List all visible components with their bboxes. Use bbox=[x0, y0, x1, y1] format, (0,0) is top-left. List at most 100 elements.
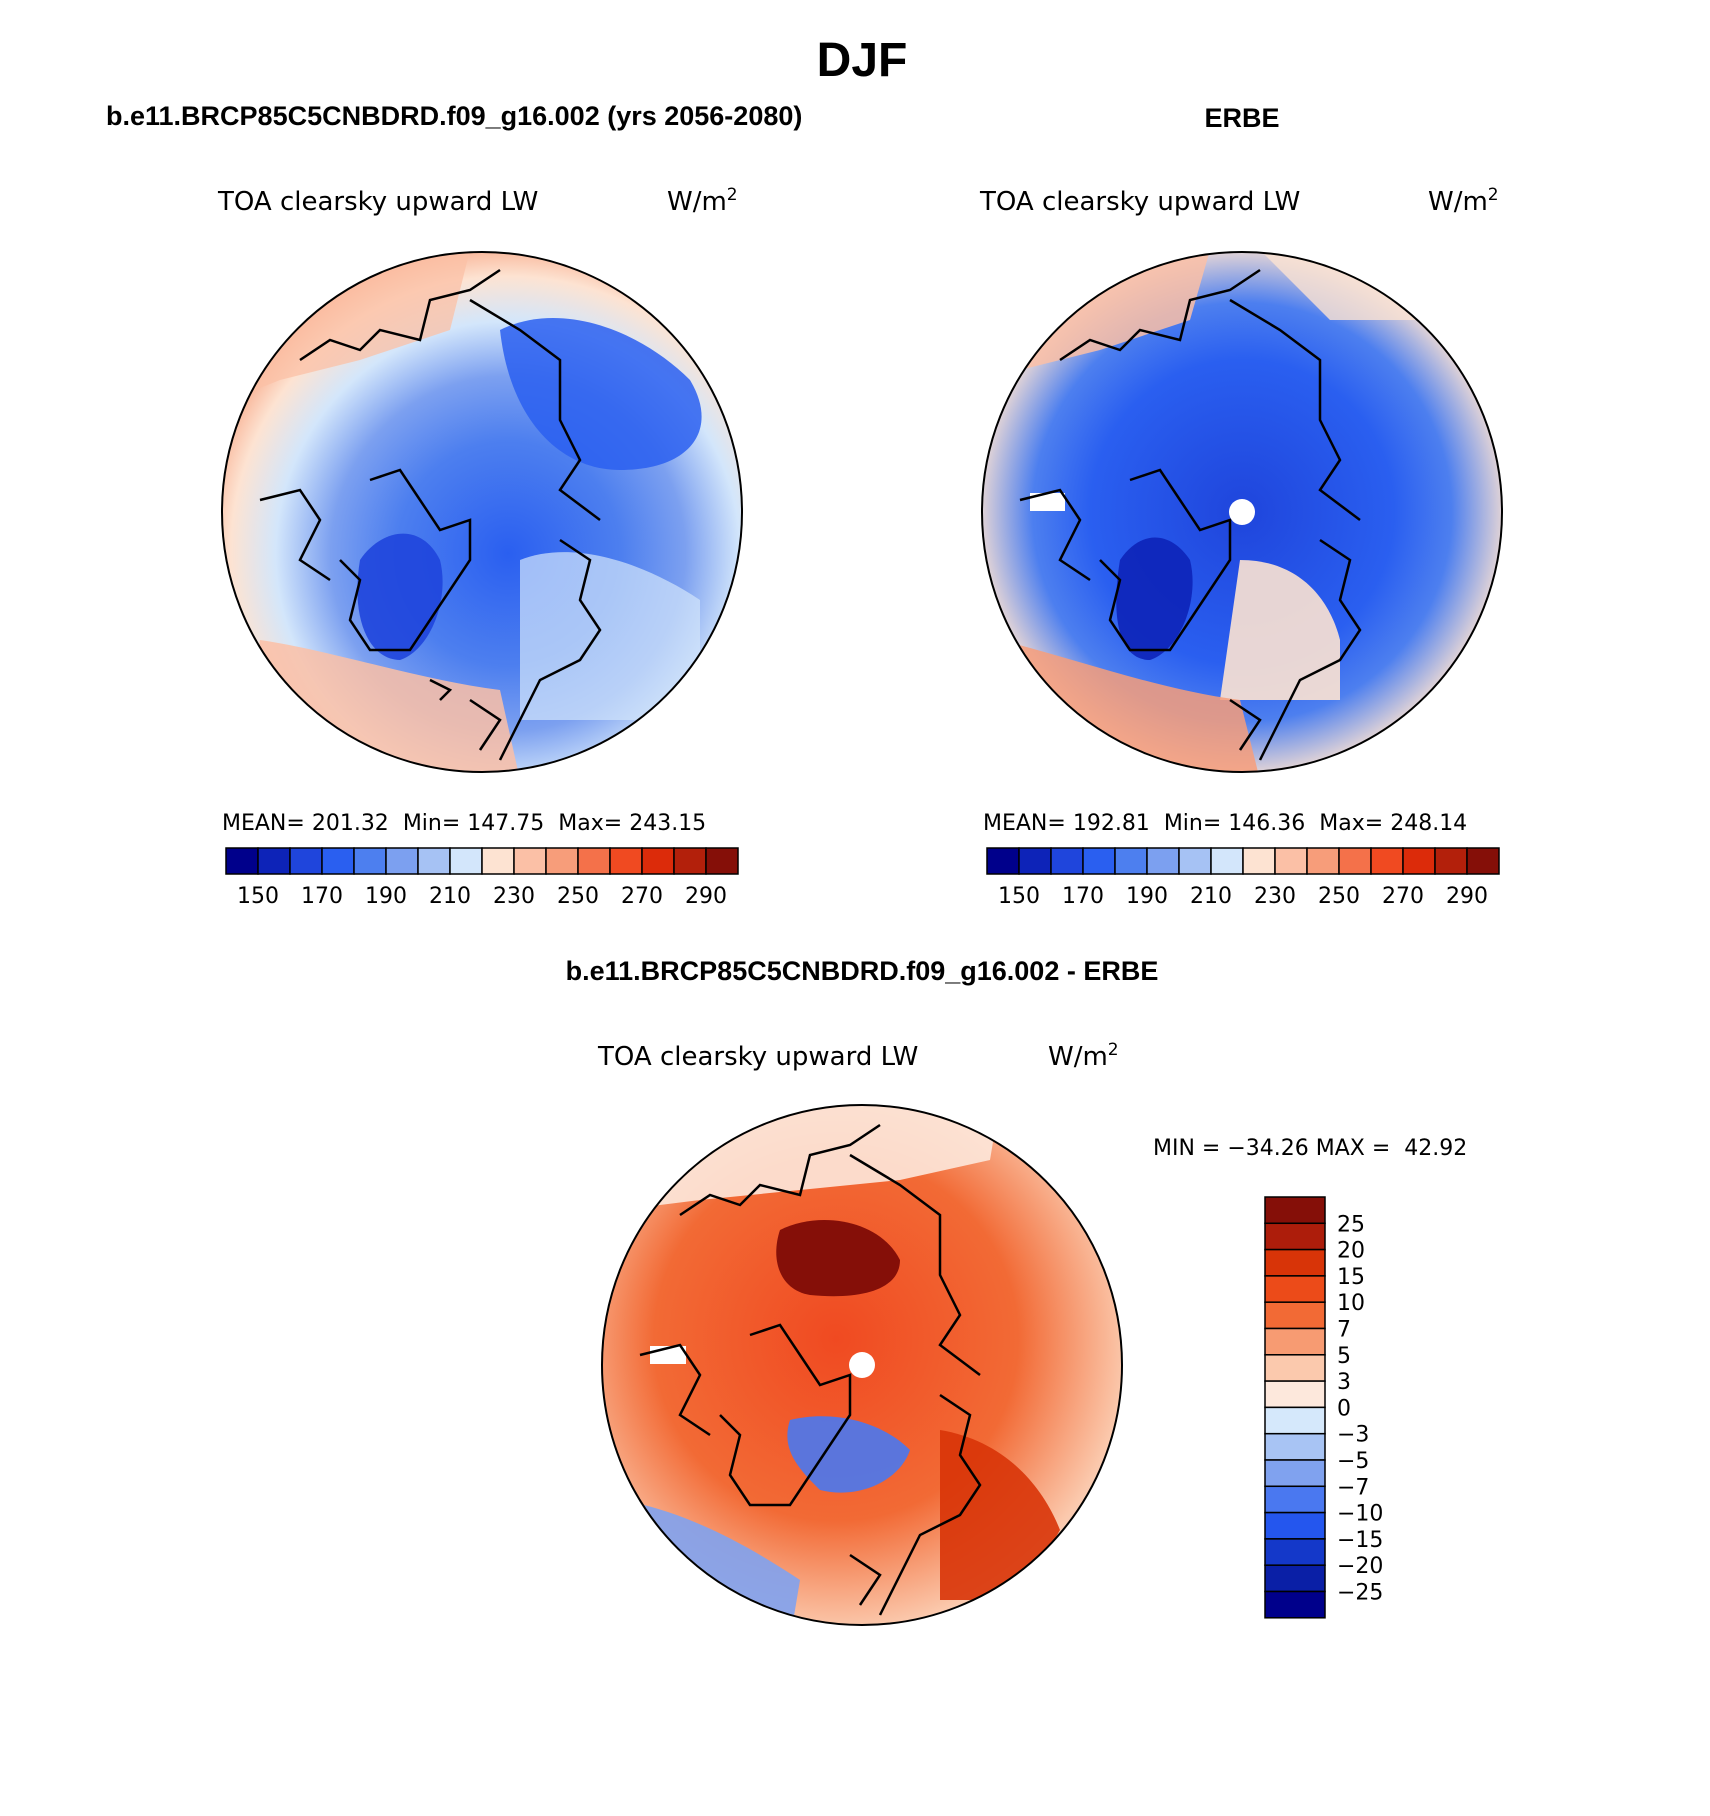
diff-colorbar-swatch bbox=[1264, 1406, 1326, 1435]
diff-colorbar-tick-label: 5 bbox=[1337, 1344, 1351, 1369]
diff-colorbar-swatch bbox=[1264, 1222, 1326, 1251]
model-cold-region-eurasia bbox=[500, 318, 702, 470]
obs-colorbar-tick-label: 270 bbox=[1382, 884, 1424, 909]
obs-colorbar-swatch bbox=[1146, 847, 1180, 875]
obs-colorbar-swatch bbox=[1434, 847, 1468, 875]
diff-colorbar-swatch bbox=[1264, 1248, 1326, 1277]
model-colorbar-swatch bbox=[353, 847, 387, 875]
model-min-label: Min= bbox=[403, 811, 460, 836]
model-colorbar-tick-label: 150 bbox=[237, 884, 279, 909]
obs-colorbar-swatch bbox=[1338, 847, 1372, 875]
model-units-base: W/m bbox=[667, 187, 727, 217]
diff-colorbar-tick-label: 0 bbox=[1337, 1396, 1351, 1421]
obs-units-base: W/m bbox=[1428, 187, 1488, 217]
model-colorbar-tick-label: 230 bbox=[493, 884, 535, 909]
diff-hot-region-southeast bbox=[940, 1430, 1060, 1600]
model-colorbar-tick-label: 250 bbox=[557, 884, 599, 909]
obs-colorbar: 150 170 190 210 230 250 270 290 bbox=[986, 847, 1500, 909]
model-colorbar-tick-label: 170 bbox=[301, 884, 343, 909]
model-colorbar-swatch bbox=[257, 847, 291, 875]
model-colorbar-swatch bbox=[417, 847, 451, 875]
model-colorbar-tick-label: 210 bbox=[429, 884, 471, 909]
diff-units-base: W/m bbox=[1048, 1042, 1108, 1072]
diff-coastlines bbox=[639, 1123, 982, 1616]
diff-colorbar-tick-label: 10 bbox=[1337, 1291, 1365, 1316]
model-colorbar-swatch bbox=[225, 847, 259, 875]
model-mean-value: 201.32 bbox=[312, 811, 389, 836]
diff-colorbar-swatch bbox=[1264, 1459, 1326, 1488]
model-units-exp: 2 bbox=[727, 185, 738, 205]
diff-colorbar-swatch bbox=[1264, 1354, 1326, 1382]
model-colorbar-swatch bbox=[289, 847, 323, 875]
diff-colorbar-tick-label: −10 bbox=[1337, 1502, 1383, 1527]
diff-colorbar-swatch bbox=[1264, 1380, 1326, 1409]
obs-cold-core-greenland bbox=[1116, 537, 1193, 660]
obs-colorbar-tick-label: 250 bbox=[1318, 884, 1360, 909]
obs-pole-missing-dot bbox=[1229, 499, 1255, 525]
model-map-border bbox=[221, 251, 743, 773]
model-colorbar-swatch bbox=[673, 847, 707, 875]
diff-colorbar-swatch bbox=[1264, 1301, 1326, 1330]
diff-variable-label: TOA clearsky upward LW bbox=[597, 1042, 918, 1072]
obs-colorbar-swatch bbox=[1114, 847, 1148, 875]
diff-colorbar-swatch bbox=[1264, 1196, 1326, 1225]
model-coastlines bbox=[259, 268, 602, 761]
model-colorbar-swatch bbox=[641, 847, 675, 875]
obs-colorbar-tick-label: 190 bbox=[1126, 884, 1168, 909]
obs-colorbar-swatch bbox=[1370, 847, 1404, 875]
diff-colorbar-tick-label: −15 bbox=[1337, 1528, 1383, 1553]
model-colorbar-swatch bbox=[577, 847, 611, 875]
model-colorbar: 150 170 190 210 230 250 270 290 bbox=[225, 847, 739, 909]
model-mean-label: MEAN= bbox=[222, 811, 305, 836]
model-variable-label: TOA clearsky upward LW bbox=[217, 187, 538, 217]
model-colorbar-swatch bbox=[545, 847, 579, 875]
model-colorbar-swatch bbox=[449, 847, 483, 875]
model-colorbar-swatch bbox=[481, 847, 515, 875]
model-colorbar-swatch bbox=[513, 847, 547, 875]
model-colorbar-swatch bbox=[385, 847, 419, 875]
diff-hot-core-siberia bbox=[776, 1220, 900, 1297]
obs-colorbar-swatch bbox=[1242, 847, 1276, 875]
model-colorbar-tick-label: 290 bbox=[685, 884, 727, 909]
obs-colorbar-swatch bbox=[986, 847, 1020, 875]
diff-colorbar-tick-label: −7 bbox=[1337, 1475, 1369, 1500]
diff-colorbar-tick-label: −3 bbox=[1337, 1423, 1369, 1448]
obs-colorbar-swatch bbox=[1402, 847, 1436, 875]
diff-units-exp: 2 bbox=[1108, 1040, 1119, 1060]
obs-warm-region-europe bbox=[1220, 560, 1340, 700]
obs-colorbar-swatch bbox=[1082, 847, 1116, 875]
model-min-value: 147.75 bbox=[467, 811, 544, 836]
obs-colorbar-swatch bbox=[1050, 847, 1084, 875]
model-colorbar-tick-label: 190 bbox=[365, 884, 407, 909]
model-stats: MEAN= 201.32 Min= 147.75 Max= 243.15 bbox=[222, 811, 706, 836]
diff-map-border bbox=[601, 1104, 1123, 1626]
obs-panel-title: ERBE bbox=[1204, 103, 1279, 133]
diff-colorbar-tick-label: 20 bbox=[1337, 1239, 1365, 1264]
obs-stats: MEAN= 192.81 Min= 146.36 Max= 248.14 bbox=[983, 811, 1467, 836]
obs-colorbar-swatch bbox=[1306, 847, 1340, 875]
diff-colorbar-tick-label: 25 bbox=[1337, 1212, 1365, 1237]
obs-mean-value: 192.81 bbox=[1073, 811, 1150, 836]
obs-colorbar-swatch bbox=[1274, 847, 1308, 875]
obs-colorbar-tick-label: 170 bbox=[1062, 884, 1104, 909]
obs-coastlines bbox=[1019, 268, 1362, 761]
season-title: DJF bbox=[817, 34, 908, 87]
diff-cold-region-canada bbox=[787, 1416, 910, 1493]
obs-min-label: Min= bbox=[1164, 811, 1221, 836]
obs-max-label: Max= bbox=[1319, 811, 1383, 836]
diff-polar-map bbox=[601, 1104, 1123, 1626]
obs-colorbar-tick-label: 230 bbox=[1254, 884, 1296, 909]
obs-map-border bbox=[981, 251, 1503, 773]
diff-colorbar-swatch bbox=[1264, 1485, 1326, 1514]
diff-colorbar-tick-label: −25 bbox=[1337, 1581, 1383, 1606]
obs-colorbar-swatch bbox=[1178, 847, 1212, 875]
model-colorbar-swatch bbox=[609, 847, 643, 875]
model-light-region-europe bbox=[520, 552, 700, 720]
obs-polar-map bbox=[981, 251, 1503, 773]
obs-units-label: W/m2 bbox=[1428, 185, 1499, 217]
model-max-value: 243.15 bbox=[629, 811, 706, 836]
diff-units-label: W/m2 bbox=[1048, 1040, 1119, 1072]
obs-colorbar-tick-label: 210 bbox=[1190, 884, 1232, 909]
model-panel-title: b.e11.BRCP85C5CNBDRD.f09_g16.002 (yrs 20… bbox=[106, 101, 802, 131]
diff-colorbar-tick-label: 7 bbox=[1337, 1318, 1351, 1343]
